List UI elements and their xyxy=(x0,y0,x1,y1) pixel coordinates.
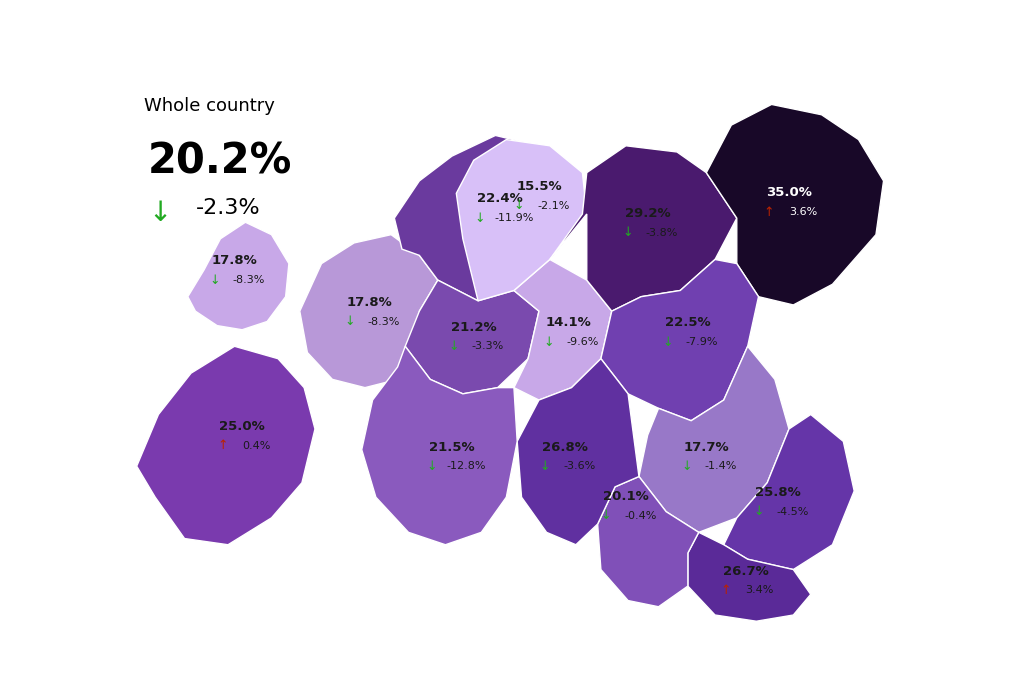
Polygon shape xyxy=(550,146,737,311)
Text: -3.3%: -3.3% xyxy=(472,341,504,352)
Text: ↓: ↓ xyxy=(210,274,220,287)
Polygon shape xyxy=(707,105,884,305)
Polygon shape xyxy=(406,280,539,394)
Text: 29.2%: 29.2% xyxy=(625,207,671,220)
Text: 17.7%: 17.7% xyxy=(684,440,729,454)
Polygon shape xyxy=(724,415,854,570)
Text: 22.5%: 22.5% xyxy=(665,316,711,329)
Text: -2.1%: -2.1% xyxy=(537,201,569,211)
Polygon shape xyxy=(300,235,438,387)
Text: 15.5%: 15.5% xyxy=(516,180,562,193)
Polygon shape xyxy=(639,346,788,533)
Polygon shape xyxy=(514,260,611,400)
Text: -7.9%: -7.9% xyxy=(686,337,719,348)
Text: 21.2%: 21.2% xyxy=(451,320,497,334)
Polygon shape xyxy=(598,477,698,607)
Polygon shape xyxy=(601,260,759,421)
Text: ↓: ↓ xyxy=(753,505,764,519)
Text: -8.3%: -8.3% xyxy=(232,275,265,285)
Polygon shape xyxy=(136,346,315,544)
Text: ↓: ↓ xyxy=(543,336,554,349)
Text: -1.4%: -1.4% xyxy=(705,461,737,471)
Text: ↓: ↓ xyxy=(601,510,611,523)
Polygon shape xyxy=(361,346,517,544)
Text: 3.6%: 3.6% xyxy=(790,207,817,217)
Text: ↑: ↑ xyxy=(217,439,227,452)
Text: 21.5%: 21.5% xyxy=(429,440,475,454)
Text: 17.8%: 17.8% xyxy=(346,296,392,309)
Text: -12.8%: -12.8% xyxy=(446,461,486,471)
Text: 26.8%: 26.8% xyxy=(542,440,588,454)
Text: ↑: ↑ xyxy=(721,584,731,597)
Text: ↓: ↓ xyxy=(681,460,692,473)
Polygon shape xyxy=(457,140,587,301)
Text: ↓: ↓ xyxy=(427,460,437,473)
Polygon shape xyxy=(394,135,587,301)
Text: 35.0%: 35.0% xyxy=(766,186,812,199)
Text: ↓: ↓ xyxy=(475,211,485,225)
Text: ↓: ↓ xyxy=(147,200,171,228)
Text: 20.2%: 20.2% xyxy=(147,140,292,182)
Text: 14.1%: 14.1% xyxy=(546,316,591,329)
Text: Whole country: Whole country xyxy=(143,97,274,115)
Text: -9.6%: -9.6% xyxy=(566,337,599,348)
Text: 25.8%: 25.8% xyxy=(756,486,801,499)
Text: -2.3%: -2.3% xyxy=(196,198,260,218)
Text: ↓: ↓ xyxy=(540,460,551,473)
Text: 25.0%: 25.0% xyxy=(219,419,265,433)
Polygon shape xyxy=(688,533,811,621)
Text: ↓: ↓ xyxy=(344,315,354,328)
Text: ↑: ↑ xyxy=(764,206,774,218)
Text: ↓: ↓ xyxy=(663,336,673,349)
Text: -11.9%: -11.9% xyxy=(495,214,534,223)
Text: -4.5%: -4.5% xyxy=(776,507,809,517)
Text: -8.3%: -8.3% xyxy=(368,317,399,327)
Text: 3.4%: 3.4% xyxy=(745,586,774,595)
Text: 26.7%: 26.7% xyxy=(723,565,768,577)
Text: 20.1%: 20.1% xyxy=(603,490,649,503)
Polygon shape xyxy=(187,222,289,329)
Text: ↓: ↓ xyxy=(623,226,633,239)
Text: 22.4%: 22.4% xyxy=(477,193,522,205)
Text: -0.4%: -0.4% xyxy=(624,511,656,521)
Polygon shape xyxy=(517,359,639,544)
Text: 17.8%: 17.8% xyxy=(212,255,257,267)
Text: ↓: ↓ xyxy=(449,340,459,353)
Text: ↓: ↓ xyxy=(514,200,524,212)
Text: -3.6%: -3.6% xyxy=(563,461,595,471)
Text: -3.8%: -3.8% xyxy=(646,228,678,238)
Text: 0.4%: 0.4% xyxy=(243,440,270,451)
